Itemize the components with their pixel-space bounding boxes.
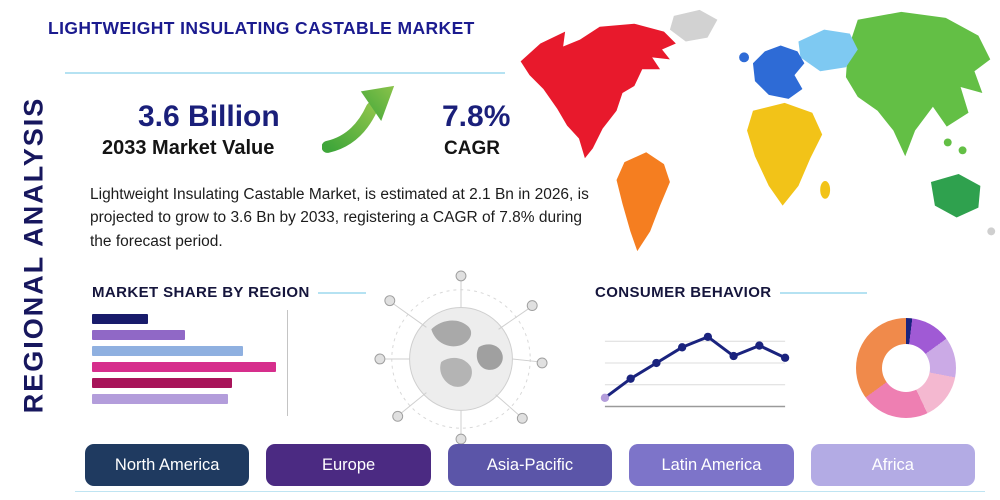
line-chart-point [678, 343, 686, 351]
heading-rule [318, 292, 366, 294]
cagr-value: 7.8% [442, 100, 510, 134]
line-chart-point [627, 375, 635, 383]
growth-arrow-icon [322, 84, 396, 158]
market-share-heading-label: MARKET SHARE BY REGION [92, 284, 310, 301]
region-button-asia-pacific[interactable]: Asia-Pacific [448, 444, 612, 486]
region-button-north-america[interactable]: North America [85, 444, 249, 486]
bar-segment [92, 362, 276, 372]
map-region-south-america [617, 152, 670, 251]
island-dot [987, 227, 995, 235]
page-title: LIGHTWEIGHT INSULATING CASTABLE MARKET [48, 18, 475, 39]
line-chart-point [781, 354, 789, 362]
bar-segment [92, 330, 185, 340]
map-region-europe [739, 52, 749, 62]
map-region-africa [820, 181, 830, 199]
cagr-label: CAGR [444, 138, 500, 160]
region-buttons: North America Europe Asia-Pacific Latin Ame… [85, 444, 975, 486]
map-region-europe [753, 46, 804, 99]
line-chart-point [729, 352, 737, 360]
donut-hole [882, 344, 930, 392]
map-region-asia [846, 12, 990, 156]
region-button-africa[interactable]: Africa [811, 444, 975, 486]
heading-rule [780, 292, 867, 294]
stats-panel-divider [65, 72, 505, 74]
consumer-behavior-heading-label: CONSUMER BEHAVIOR [595, 284, 772, 301]
map-region-greenland [670, 10, 717, 42]
bar-segment [92, 378, 232, 388]
market-share-heading: MARKET SHARE BY REGION [92, 284, 366, 301]
globe-network-graphic [372, 268, 550, 446]
donut-chart [856, 318, 956, 418]
map-region-africa [747, 103, 822, 206]
line-chart-point [601, 394, 609, 402]
line-chart-svg [597, 306, 795, 418]
region-button-europe[interactable]: Europe [266, 444, 430, 486]
bar-chart [92, 314, 286, 416]
footer-divider [75, 491, 985, 492]
line-chart-point [704, 333, 712, 341]
market-description: Lightweight Insulating Castable Market, … [90, 183, 590, 253]
map-region-asia [944, 138, 952, 146]
market-value-label: 2033 Market Value [102, 137, 274, 160]
infographic-canvas: LIGHTWEIGHT INSULATING CASTABLE MARKET R… [0, 0, 1000, 500]
market-value: 3.6 Billion [138, 100, 280, 134]
region-button-latin-america[interactable]: Latin America [629, 444, 793, 486]
line-chart-point [755, 341, 763, 349]
bar-segment [92, 346, 243, 356]
line-chart-point [652, 359, 660, 367]
consumer-behavior-heading: CONSUMER BEHAVIOR [595, 284, 867, 301]
map-region-asia [959, 146, 967, 154]
bar-segment [92, 314, 148, 324]
bar-segment [92, 394, 228, 404]
map-region-australia [931, 174, 980, 218]
map-region-north-america [521, 24, 676, 158]
regional-analysis-vertical-label: REGIONAL ANALYSIS [19, 97, 50, 414]
